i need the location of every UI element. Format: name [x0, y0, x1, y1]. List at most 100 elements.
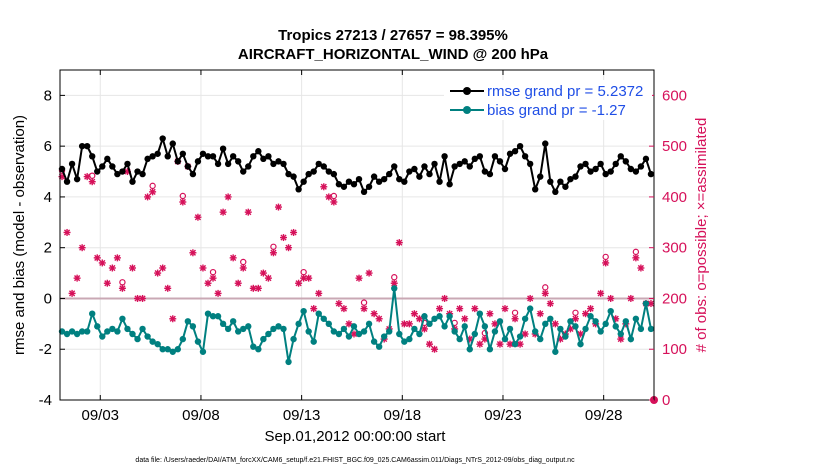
series-point: [270, 160, 277, 168]
y2-tick-label: 100: [662, 341, 687, 358]
series-point: [436, 313, 443, 320]
obs-assimilated-point: [420, 325, 428, 333]
series-point: [219, 145, 227, 152]
obs-possible-point: [209, 268, 217, 276]
series-point: [552, 348, 559, 355]
series-point: [486, 170, 494, 178]
series-point: [466, 163, 473, 170]
obs-assimilated-point: [415, 315, 423, 323]
obs-assimilated-point: [88, 178, 96, 186]
series-point: [501, 165, 509, 173]
series-point: [587, 168, 594, 175]
obs-possible-point: [89, 172, 96, 179]
series-point: [617, 153, 624, 160]
series-point: [572, 173, 579, 180]
series-point: [305, 328, 312, 335]
obs-assimilated-point: [350, 330, 358, 338]
y-axis-right-label: # of obs: o=possible; ×=assimilated: [693, 118, 710, 353]
y-tick-label: 8: [44, 87, 52, 104]
obs-assimilated-point: [571, 315, 579, 323]
footer-data-file: data file: /Users/raeder/DAI/ATM_forcXX/…: [135, 457, 575, 464]
series-point: [229, 318, 237, 325]
plot-frame: [59, 69, 655, 401]
series-point: [320, 315, 327, 322]
series-point: [300, 307, 307, 315]
obs-assimilated-point: [169, 315, 177, 323]
series-point: [250, 153, 257, 160]
series-point: [350, 323, 358, 330]
series-point: [285, 170, 292, 178]
series-point: [134, 335, 141, 343]
series-point: [557, 325, 564, 333]
obs-assimilated-point: [441, 294, 449, 302]
obs-assimilated-point: [234, 279, 242, 287]
obs-assimilated-point: [83, 173, 91, 181]
series-point: [149, 338, 156, 345]
obs-assimilated-point: [400, 320, 408, 328]
series-point: [245, 323, 252, 330]
series-point: [542, 140, 549, 147]
series-point: [622, 318, 630, 325]
series-point: [99, 333, 106, 340]
series-point: [375, 343, 383, 350]
obs-assimilated-point: [305, 274, 313, 282]
series-point: [89, 310, 96, 317]
series-point: [537, 335, 544, 343]
obs-assimilated-point: [113, 254, 121, 262]
series-point: [471, 330, 478, 338]
y-tick-label: 2: [44, 240, 52, 257]
series-point: [224, 325, 232, 333]
series-point: [260, 335, 267, 343]
y-axis-right: 0 100 200 300 400 500 600: [649, 87, 687, 409]
series-point: [441, 153, 448, 160]
series-point: [647, 170, 655, 178]
obs-assimilated-point: [128, 264, 136, 272]
series-point: [526, 160, 534, 168]
series-point: [612, 160, 619, 168]
obs-assimilated-point: [310, 305, 318, 313]
series-point: [240, 168, 247, 175]
obs-assimilated-point: [410, 310, 418, 318]
obs-assimilated-point: [315, 289, 323, 297]
series-point: [582, 160, 589, 168]
series-point: [174, 158, 181, 165]
series-point: [83, 142, 91, 150]
series-point: [637, 325, 645, 333]
series-point: [139, 170, 146, 178]
series-point: [441, 323, 448, 330]
obs-assimilated-point: [108, 264, 116, 272]
x-tick-label: 09/18: [384, 407, 422, 424]
series-point: [567, 175, 574, 183]
series-point: [416, 173, 423, 180]
series-point: [209, 313, 217, 320]
series-point: [290, 173, 297, 180]
obs-possible-point: [240, 258, 247, 266]
series-point: [365, 320, 373, 328]
series-point: [426, 320, 433, 328]
obs-assimilated-point: [239, 264, 247, 272]
series-point: [532, 328, 539, 335]
series-point: [345, 333, 353, 340]
obs-possible-point: [542, 284, 549, 291]
obs-assimilated-point: [526, 294, 534, 302]
obs-assimilated-point: [436, 305, 444, 313]
series-point: [214, 160, 222, 168]
x-tick-label: 09/13: [283, 407, 321, 424]
series-point: [380, 175, 388, 183]
series-point: [375, 178, 383, 185]
obs-assimilated-point: [491, 320, 499, 328]
y-tick-label: 6: [44, 138, 52, 155]
obs-assimilated-point: [486, 310, 494, 318]
obs-assimilated-point: [506, 340, 514, 348]
series-point: [63, 330, 71, 338]
series-point: [370, 173, 378, 180]
series-point: [310, 338, 317, 345]
series-point: [481, 323, 489, 330]
obs-assimilated-point: [139, 294, 147, 302]
x-axis-label: Sep.01,2012 00:00:00 start: [265, 428, 447, 445]
y-tick-label: 0: [44, 290, 52, 307]
series-point: [149, 153, 156, 160]
series-point: [602, 170, 609, 178]
series-point: [597, 328, 604, 335]
